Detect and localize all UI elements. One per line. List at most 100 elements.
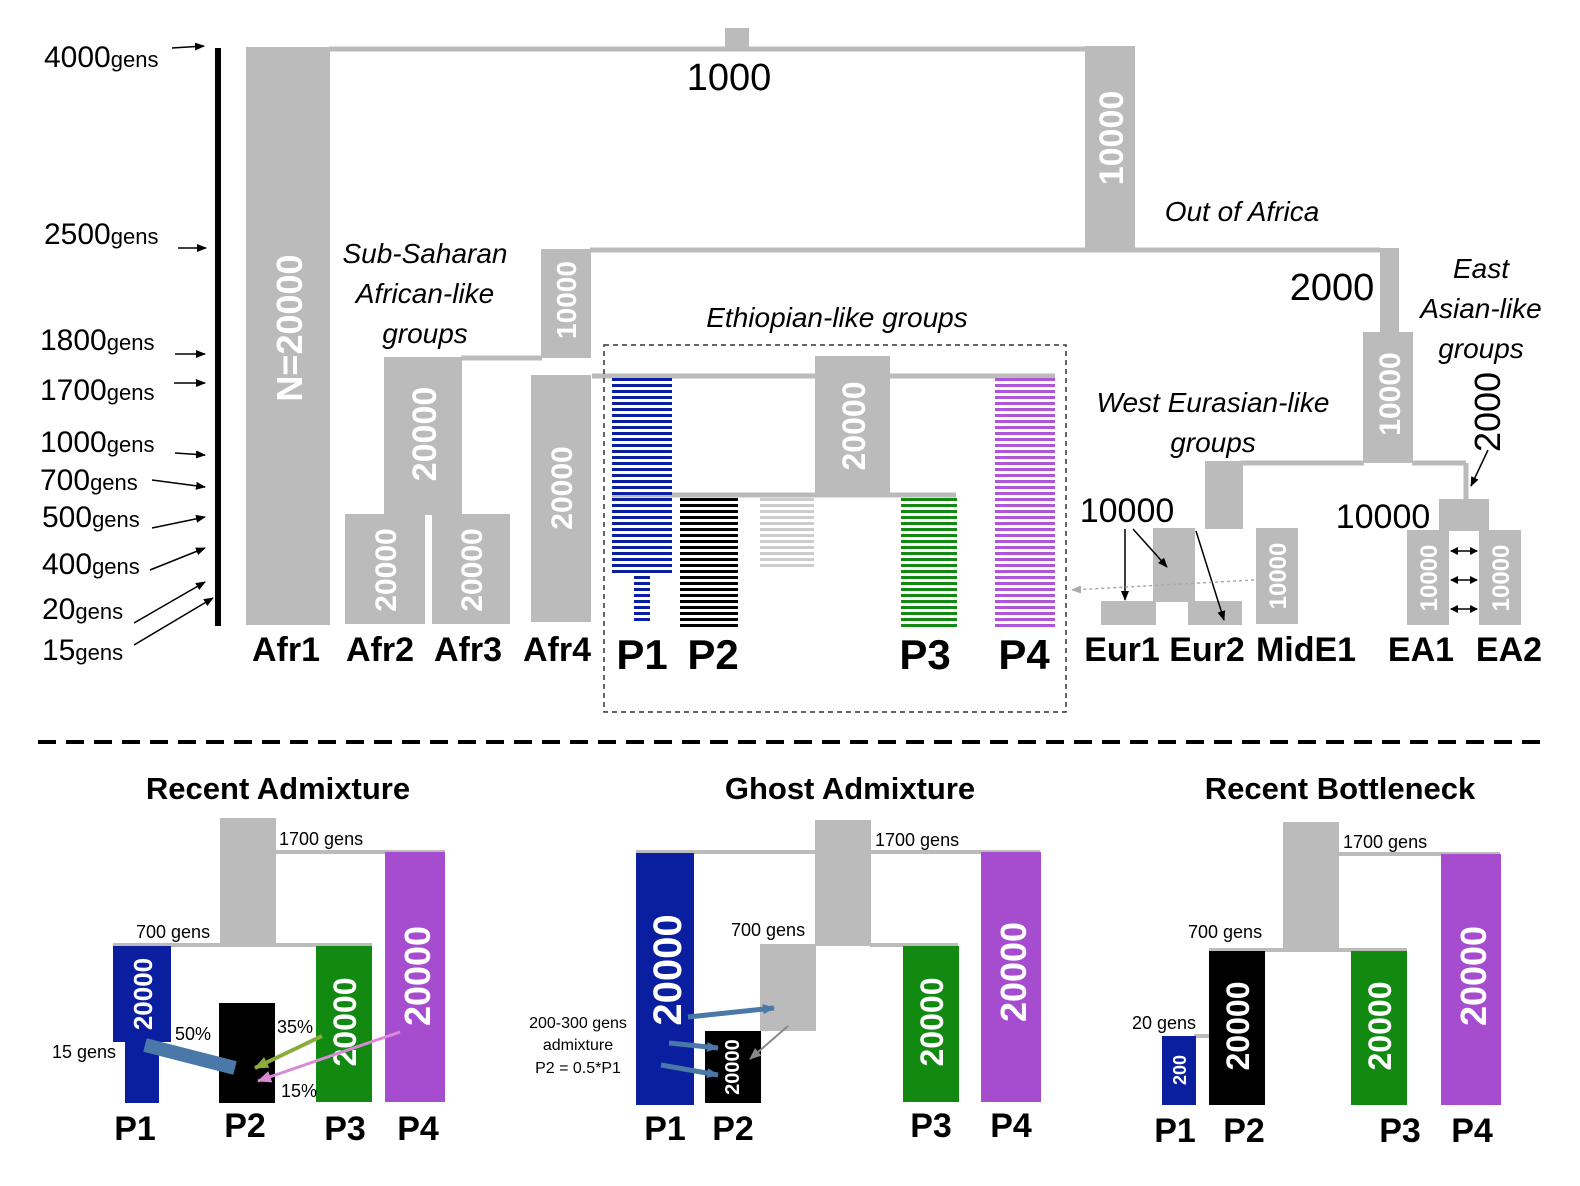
time-arrow-500 [151, 514, 206, 529]
eur-split-arrow [1132, 528, 1168, 568]
ga-p1-block [636, 853, 694, 1105]
pop-label-afr1: Afr1 [252, 631, 320, 669]
afr-root-size: 10000 [551, 261, 582, 339]
ra-p4-block [385, 852, 445, 1102]
eur-split-block [1153, 528, 1195, 602]
ga-pop-p4: P4 [990, 1107, 1032, 1145]
westeurasian-label-2: groups [1170, 427, 1256, 458]
ra-pop-p2: P2 [224, 1107, 266, 1145]
eur-to-ethiopia-arrow [1071, 579, 1255, 594]
ga-p2-size: 20000 [722, 1039, 744, 1095]
rb-time-700: 700 gens [1188, 922, 1262, 942]
p2-striped [680, 496, 738, 628]
pop-label-p1: P1 [616, 631, 667, 678]
ra-arrow-p3-p2 [254, 1034, 323, 1070]
time-arrow-20 [133, 581, 206, 624]
ra-time-1700: 1700 gens [279, 829, 363, 849]
eur1-block [1101, 601, 1156, 625]
ga-arrow-p1-p2-a [668, 1040, 719, 1052]
main-tree: N=20000 10000 10000 10000 20000 20000 20… [246, 28, 1542, 713]
ga-pop-p1: P1 [644, 1110, 686, 1148]
ea2-size: 10000 [1488, 545, 1515, 612]
ea1-block [1407, 530, 1449, 625]
rb-p2-block [1209, 951, 1265, 1105]
ea-root-block [1439, 499, 1489, 531]
time-label-15: 15gens [42, 634, 123, 667]
ra-p3-block [316, 946, 372, 1102]
ooa3-block [1363, 332, 1413, 463]
time-label-400: 400gens [42, 548, 140, 581]
ra-p3-size: 20000 [327, 978, 363, 1067]
p1-striped-lower [634, 576, 650, 624]
ra-pct-p4: 15% [281, 1081, 317, 1101]
eastasian-label-1: East [1453, 253, 1510, 284]
afr2-size: 20000 [370, 528, 403, 611]
ga-time-1700: 1700 gens [875, 830, 959, 850]
pop-label-afr4: Afr4 [523, 631, 591, 669]
ga-note-2: admixture [543, 1037, 613, 1054]
mide1-block [1256, 528, 1298, 624]
ooa2-stub [1380, 248, 1399, 333]
ra-time-15: 15 gens [52, 1042, 116, 1062]
rb-p1-block [1162, 1036, 1196, 1105]
ga-note-1: 200-300 gens [529, 1015, 627, 1032]
afr3-size: 20000 [456, 528, 489, 611]
pop-label-afr2: Afr2 [346, 631, 414, 669]
ga-arrow-p1-ghost [687, 1004, 775, 1020]
time-label-2500: 2500gens [44, 218, 158, 251]
eur-found-size: 10000 [1080, 492, 1175, 530]
ea-bottleneck-size: 2000 [1467, 372, 1508, 452]
ra-arrow-p4-p2 [257, 1030, 401, 1083]
rb-time-20: 20 gens [1132, 1013, 1196, 1033]
ea-bottleneck-arrow [1470, 449, 1489, 487]
pop-label-p2: P2 [687, 631, 738, 678]
ga-p4-block [981, 852, 1041, 1102]
pop-label-mide1: MidE1 [1256, 631, 1356, 669]
afr4-size: 20000 [546, 446, 579, 529]
ga-pop-p2: P2 [712, 1110, 754, 1148]
ga-arrow-ghost-p2 [749, 1025, 789, 1060]
rb-p3-size: 20000 [1362, 982, 1398, 1071]
pop-label-p3: P3 [899, 631, 950, 678]
subsaharan-label-3: groups [382, 318, 468, 349]
eastasian-label-3: groups [1438, 333, 1524, 364]
eastasian-label-2: Asian-like [1418, 293, 1541, 324]
rb-pop-p2: P2 [1223, 1112, 1265, 1150]
rb-p3-block [1351, 951, 1407, 1105]
root-stub [725, 28, 749, 49]
ra-time-700: 700 gens [136, 922, 210, 942]
time-arrow-15 [133, 597, 214, 646]
p3-striped [901, 496, 957, 628]
ga-p1-size: 20000 [646, 914, 690, 1025]
ga-p3-size: 20000 [914, 978, 950, 1067]
rb-pop-p4: P4 [1451, 1112, 1493, 1150]
rb-p2-size: 20000 [1220, 982, 1256, 1071]
time-label-500: 500gens [42, 501, 140, 534]
ra-pct-p1: 50% [175, 1024, 211, 1044]
ea2-block [1479, 530, 1521, 625]
afr-root-block [541, 249, 591, 358]
time-axis: 4000gens 2500gens 1800gens 1700gens 1000… [40, 41, 221, 667]
pop-label-ea2: EA2 [1476, 631, 1542, 669]
ra-ancestral-block [220, 818, 276, 947]
ra-pct-p3: 35% [277, 1017, 313, 1037]
subsaharan-label-1: Sub-Saharan [342, 238, 507, 269]
ga-p3-block [903, 946, 959, 1102]
ra-pop-p4: P4 [397, 1110, 439, 1148]
rb-p4-size: 20000 [1453, 926, 1494, 1026]
panel-recent-admixture: Recent Admixture 20000 20000 20000 1700 … [52, 771, 445, 1148]
panel-ghost-admixture: Ghost Admixture 20000 20000 20000 20000 … [529, 771, 1041, 1148]
rb-pop-p3: P3 [1379, 1112, 1421, 1150]
p4-striped [995, 376, 1055, 628]
ooa2-size: 2000 [1290, 267, 1375, 309]
afr2-block [345, 514, 425, 624]
rb-p4-block [1441, 854, 1501, 1105]
pop-label-p4: P4 [998, 631, 1050, 678]
time-label-700: 700gens [40, 464, 138, 497]
afr1-size: N=20000 [269, 254, 310, 401]
ethiopian-label: Ethiopian-like groups [706, 302, 968, 333]
ooa-label: Out of Africa [1165, 196, 1320, 227]
ooa-size: 10000 [1093, 91, 1131, 186]
afr3-block [432, 514, 510, 624]
